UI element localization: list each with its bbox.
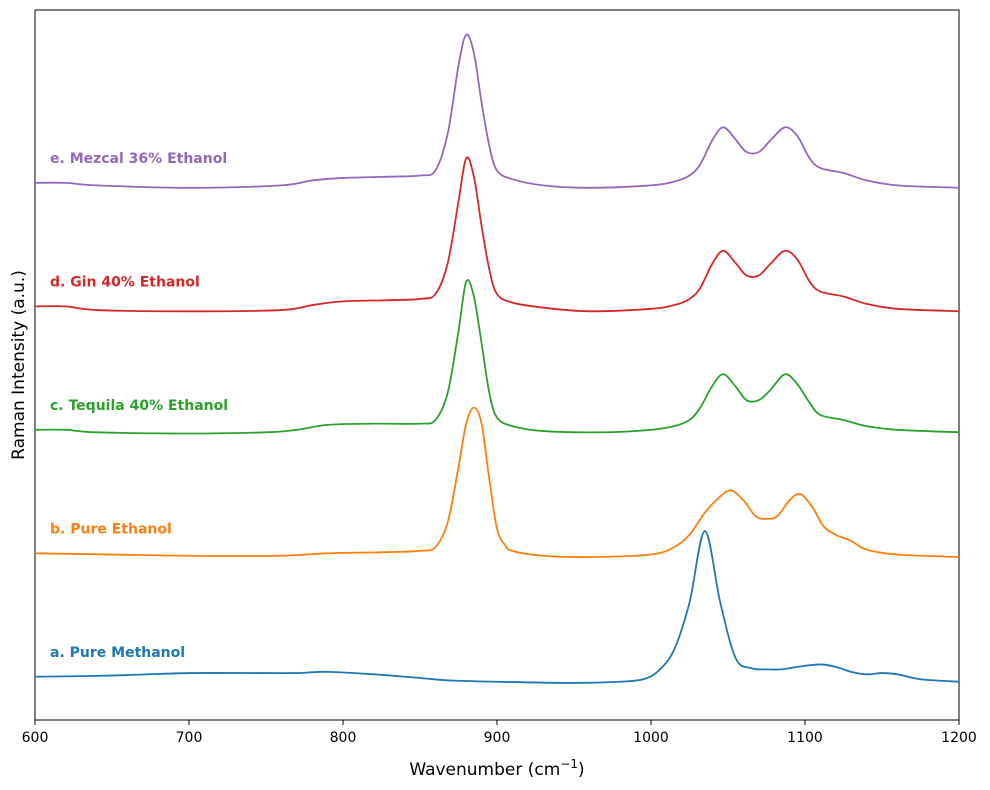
x-axis-title: Wavenumber (cm−1) bbox=[409, 757, 584, 780]
series-label-3: d. Gin 40% Ethanol bbox=[50, 275, 200, 291]
x-tick-label: 600 bbox=[22, 730, 49, 746]
x-tick-label: 800 bbox=[330, 730, 357, 746]
series-label-1: b. Pure Ethanol bbox=[50, 522, 172, 538]
series-label-layer: a. Pure Methanol b. Pure Ethanol c. Tequil… bbox=[50, 151, 228, 661]
y-axis-title: Raman Intensity (a.u.) bbox=[9, 270, 29, 460]
x-tick-label: 1000 bbox=[633, 730, 669, 746]
x-axis-title-main: Wavenumber (cm bbox=[409, 760, 560, 780]
x-tick-label: 700 bbox=[176, 730, 203, 746]
plot-frame bbox=[34, 9, 960, 721]
series-line-4 bbox=[34, 33, 960, 189]
series-label-2: c. Tequila 40% Ethanol bbox=[50, 398, 228, 414]
series-line-2 bbox=[34, 279, 960, 435]
x-tick-label: 900 bbox=[484, 730, 511, 746]
series-label-4: e. Mezcal 36% Ethanol bbox=[50, 151, 227, 167]
series-label-0: a. Pure Methanol bbox=[50, 645, 185, 661]
x-tick-label: 1200 bbox=[941, 730, 977, 746]
plot-area: a. Pure Methanol b. Pure Ethanol c. Tequil… bbox=[34, 9, 960, 721]
series-line-0 bbox=[34, 530, 960, 684]
x-axis-title-superscript: −1 bbox=[560, 757, 578, 771]
x-axis-title-end: ) bbox=[578, 760, 585, 780]
series-line-3 bbox=[34, 156, 960, 313]
series-line-1 bbox=[34, 406, 960, 558]
x-tick-label: 1100 bbox=[787, 730, 823, 746]
x-axis: 600 700 800 900 1000 1100 1200 bbox=[22, 720, 977, 746]
series-layer bbox=[34, 33, 960, 684]
